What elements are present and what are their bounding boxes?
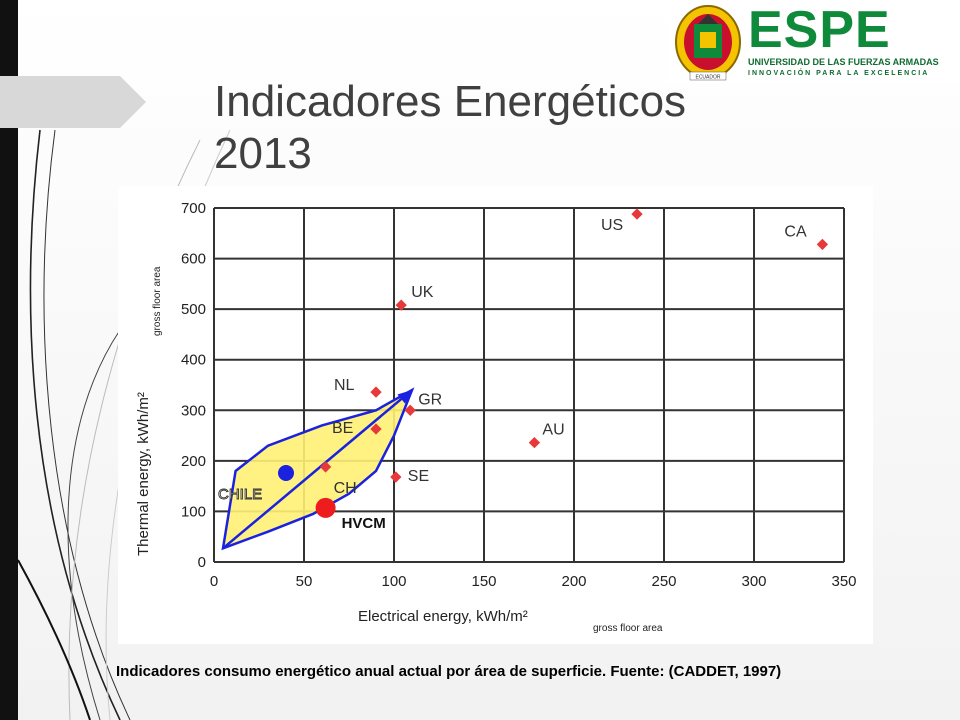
point-au bbox=[528, 436, 541, 449]
point-be bbox=[370, 423, 382, 435]
chart-grid bbox=[213, 207, 845, 563]
y-tick-label: 200 bbox=[181, 453, 206, 470]
university-name: UNIVERSIDAD DE LAS FUERZAS ARMADAS bbox=[748, 57, 939, 67]
label-gr: GR bbox=[418, 391, 442, 408]
x-tick-label: 150 bbox=[471, 573, 496, 590]
x-tick-label: 100 bbox=[381, 573, 406, 590]
label-be: BE bbox=[332, 420, 353, 437]
espe-wordmark: ESPE bbox=[748, 1, 891, 59]
point-us bbox=[631, 208, 643, 220]
label-au: AU bbox=[542, 422, 564, 439]
label-se: SE bbox=[408, 468, 429, 485]
y-tick-label: 500 bbox=[181, 301, 206, 318]
energy-scatter-chart: 0 50 100 150 200 250 300 350 0 100 200 300 400 500 600… bbox=[118, 186, 873, 644]
x-tick-label: 50 bbox=[296, 573, 313, 590]
slide-title: Indicadores Energéticos 2013 bbox=[214, 77, 687, 178]
y-axis-label-sub: gross floor area bbox=[152, 266, 163, 336]
figure-caption: Indicadores consumo energético anual act… bbox=[116, 663, 782, 680]
x-tick-label: 0 bbox=[210, 573, 218, 590]
y-tick-label: 100 bbox=[181, 503, 206, 520]
chart-points bbox=[278, 208, 829, 518]
label-hvcm: HVCM bbox=[342, 515, 386, 532]
chart-svg: 0 50 100 150 200 250 300 350 0 100 200 300 400 500 600… bbox=[135, 200, 857, 634]
chart-labels: US CA UK NL GR BE AU CH SE CHILE HVCM bbox=[218, 217, 807, 532]
x-tick-label: 250 bbox=[651, 573, 676, 590]
label-chile: CHILE bbox=[218, 486, 262, 503]
label-ch: CH bbox=[334, 480, 357, 497]
y-tick-label: 400 bbox=[181, 352, 206, 369]
left-black-bar bbox=[0, 0, 18, 720]
y-axis-label: Thermal energy, kWh/m² bbox=[135, 392, 152, 556]
point-gr bbox=[404, 404, 416, 416]
label-uk: UK bbox=[411, 284, 434, 301]
trend-arrow-line bbox=[222, 389, 413, 550]
chart-axes: 0 50 100 150 200 250 300 350 0 100 200 300 400 500 600… bbox=[181, 200, 857, 590]
y-tick-label: 300 bbox=[181, 402, 206, 419]
chart-region bbox=[221, 387, 415, 551]
point-hvcm bbox=[315, 497, 336, 518]
seal-text: ECUADOR bbox=[695, 75, 720, 81]
y-tick-label: 0 bbox=[198, 554, 206, 571]
university-tagline: INNOVACIÓN PARA LA EXCELENCIA bbox=[748, 70, 930, 77]
y-tick-label: 700 bbox=[181, 200, 206, 217]
point-chile bbox=[278, 464, 294, 481]
trend-arrow-head bbox=[397, 390, 412, 404]
espe-logo: ECUADOR ESPE UNIVERSIDAD DE LAS FUERZAS … bbox=[668, 0, 960, 84]
point-ca bbox=[816, 238, 829, 251]
point-ch bbox=[319, 461, 332, 473]
point-se bbox=[390, 471, 402, 483]
x-axis-label-sub: gross floor area bbox=[593, 623, 663, 634]
title-tab-arrow bbox=[0, 76, 146, 128]
x-axis-label: Electrical energy, kWh/m² bbox=[358, 608, 528, 625]
y-tick-label: 600 bbox=[181, 251, 206, 268]
label-nl: NL bbox=[334, 377, 355, 394]
point-nl bbox=[370, 386, 382, 398]
label-us: US bbox=[601, 217, 623, 234]
label-ca: CA bbox=[784, 223, 807, 240]
university-seal-icon: ECUADOR bbox=[675, 5, 741, 81]
x-tick-label: 350 bbox=[831, 573, 856, 590]
x-tick-label: 300 bbox=[741, 573, 766, 590]
x-tick-label: 200 bbox=[561, 573, 586, 590]
